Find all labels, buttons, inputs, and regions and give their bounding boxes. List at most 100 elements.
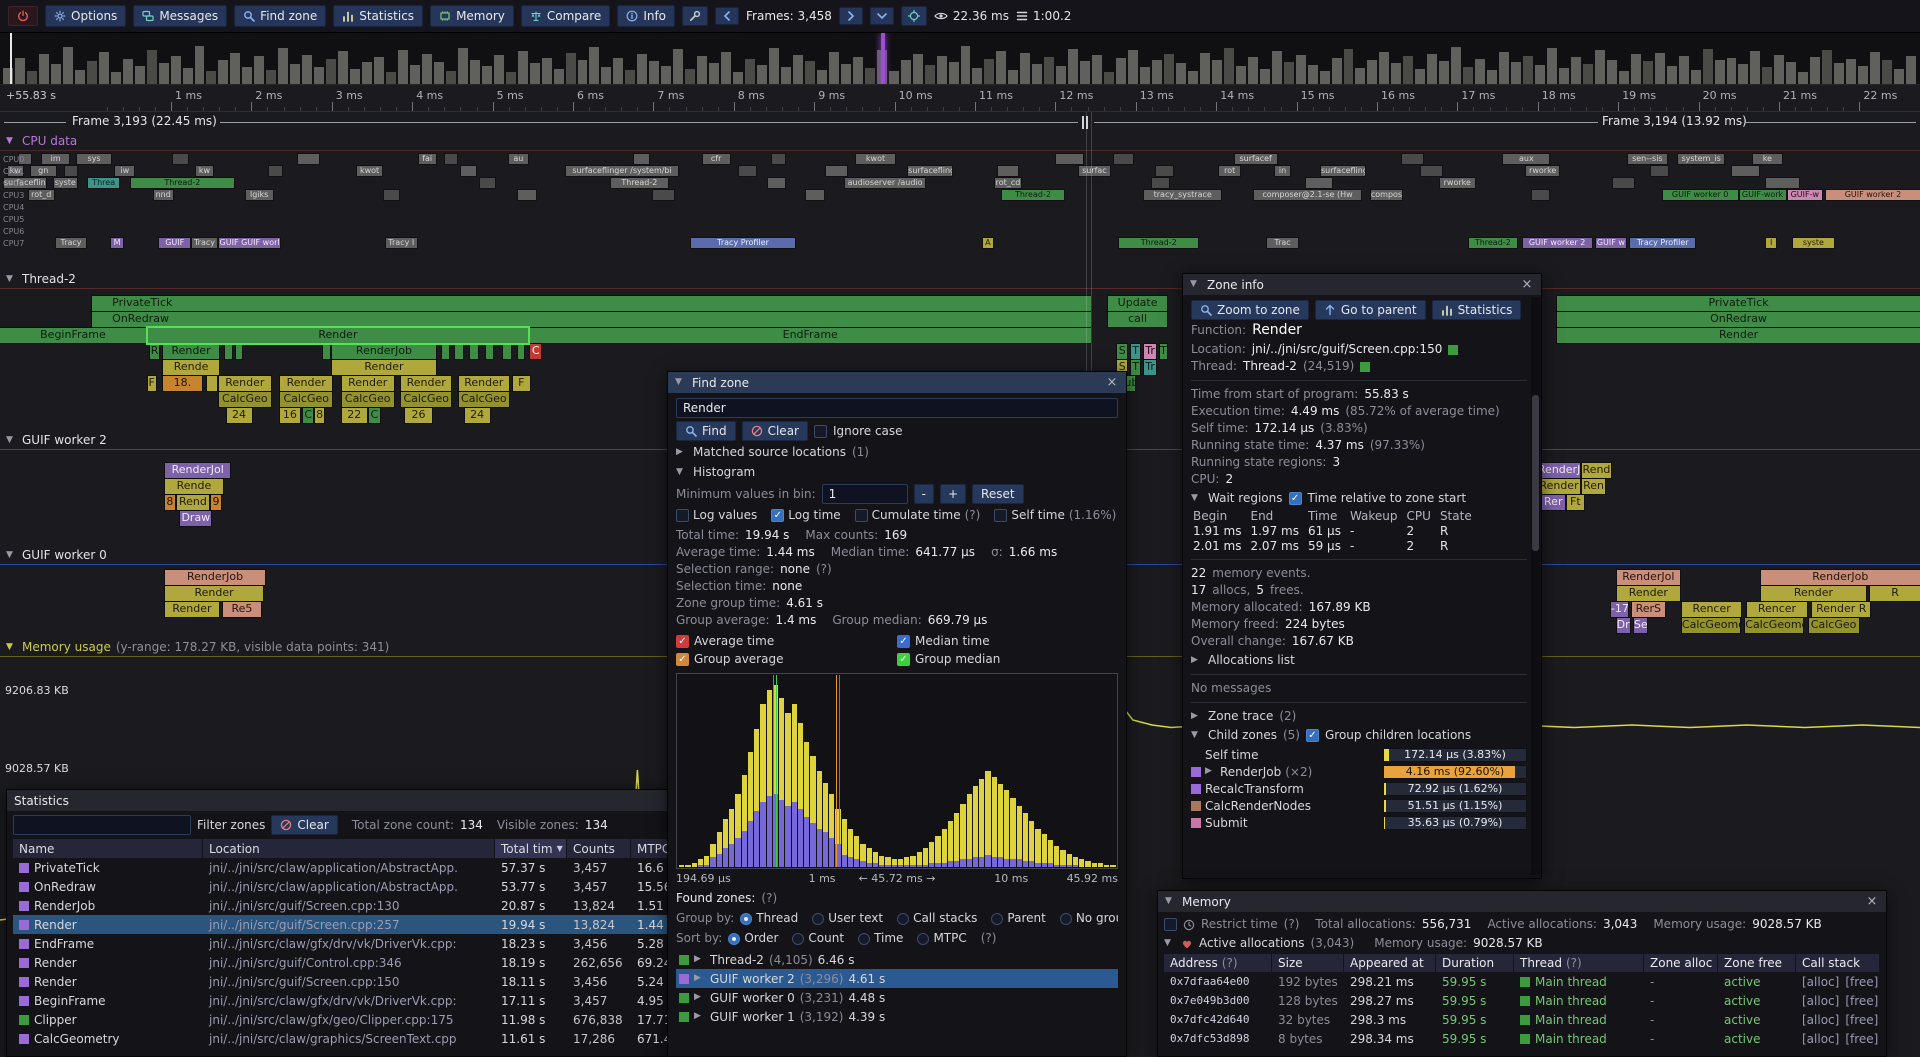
minimap-frame-bar[interactable] — [254, 56, 265, 84]
cpu-zone-bar[interactable]: in — [1273, 165, 1292, 177]
zone-bar[interactable]: RenderJol — [164, 462, 232, 479]
zone-bar[interactable]: Render — [1536, 478, 1582, 495]
minimap-frame-bar[interactable] — [62, 47, 73, 84]
zone-bar[interactable]: PrivateTick — [1556, 295, 1920, 312]
minimap-frame-bar[interactable] — [1199, 52, 1210, 84]
toolbar-button-messages[interactable]: Messages — [133, 5, 228, 27]
scrollbar-thumb[interactable] — [1532, 395, 1539, 552]
zone-bar[interactable]: 22 — [340, 407, 368, 424]
minimap-frame-bar[interactable] — [1032, 64, 1043, 84]
minimap-frame-bar[interactable] — [1870, 52, 1881, 84]
zone-bar[interactable]: 24 — [463, 407, 491, 424]
minimap-frame-bar[interactable] — [1810, 56, 1821, 84]
self-time-checkbox[interactable] — [994, 509, 1008, 522]
cpu-zone-bar[interactable] — [1150, 177, 1171, 189]
find-button[interactable]: Find — [676, 421, 736, 441]
minimap-frame-bar[interactable] — [1367, 60, 1378, 84]
child-zone-row[interactable]: RecalcTransform 72.92 µs (1.62%) — [1191, 780, 1527, 797]
cpu-zone-bar[interactable]: M — [110, 237, 124, 249]
cpu-zone-bar[interactable]: au — [507, 153, 529, 165]
minimap-frame-bar[interactable] — [1618, 70, 1629, 84]
minimap-frame-bar[interactable] — [1343, 49, 1354, 84]
minimap-frame-bar[interactable] — [1044, 57, 1055, 84]
column-header-appeared-at[interactable]: Appeared at — [1344, 954, 1436, 972]
minimap-frame-bar[interactable] — [1906, 55, 1916, 84]
minimap-frame-bar[interactable] — [577, 60, 588, 84]
minimap-frame-bar[interactable] — [1546, 48, 1557, 84]
cpu-zone-bar[interactable]: Thread-2 — [1118, 237, 1200, 249]
call-stacks-radio[interactable] — [897, 912, 910, 925]
thread-2-header[interactable]: Thread-2 — [6, 272, 76, 286]
cpu-zone-bar[interactable]: GUIF worker 2 — [1521, 237, 1593, 249]
cpu-zone-bar[interactable]: kw — [194, 165, 215, 177]
zone-bar[interactable]: Ft — [1565, 494, 1585, 511]
scrollbar[interactable] — [1531, 297, 1540, 875]
minimap-frame-bar[interactable] — [74, 69, 85, 84]
minimap-frame-bar[interactable] — [1175, 63, 1186, 84]
minimap-frame-bar[interactable] — [769, 48, 779, 84]
minimap-frame-bar[interactable] — [1247, 56, 1258, 84]
zone-bar[interactable] — [469, 343, 480, 360]
column-header-zone-free[interactable]: Zone free — [1718, 954, 1796, 972]
allocation-row[interactable]: 0x7e049b3d00 128 bytes 298.27 ms 59.95 s Mai… — [1170, 993, 1879, 1008]
zone-bar[interactable]: Render — [279, 375, 334, 392]
zone-bar[interactable] — [440, 343, 451, 360]
parent-radio[interactable] — [991, 912, 1004, 925]
minimap-frame-bar[interactable] — [816, 69, 827, 84]
zone-bar[interactable]: Ren — [1581, 478, 1607, 495]
column-header-zone-alloc[interactable]: Zone alloc — [1644, 954, 1718, 972]
minimap-frame-bar[interactable] — [601, 67, 612, 84]
zone-bar[interactable]: PrivateTick — [91, 295, 1092, 312]
cpu-zone-bar[interactable]: tracy_systrace — [1143, 189, 1223, 201]
zone-bar[interactable] — [517, 343, 526, 360]
group-children-checkbox[interactable] — [1305, 729, 1319, 742]
cpu-zone-bar[interactable] — [171, 153, 190, 165]
cpu-zone-bar[interactable] — [1400, 153, 1424, 165]
allocation-row[interactable]: 0x7dfc53d898 8 bytes 298.34 ms 59.95 s Main … — [1170, 1031, 1879, 1046]
minimap-frame-bar[interactable] — [409, 65, 420, 84]
minimap-frame-bar[interactable] — [1403, 56, 1414, 84]
cpu-zone-bar[interactable] — [517, 189, 537, 201]
minimap-frame-bar[interactable] — [122, 59, 133, 84]
cpu-zone-bar[interactable]: kw — [6, 165, 25, 177]
cpu-zone-bar[interactable]: lgiks — [244, 189, 274, 201]
mtpc-radio[interactable] — [917, 932, 930, 945]
minimap-frame-bar[interactable] — [362, 61, 373, 84]
zone-bar[interactable]: T — [1129, 343, 1142, 360]
cpu-zone-bar[interactable] — [1154, 165, 1175, 177]
zone-bar[interactable]: T — [1158, 343, 1169, 360]
zone-bar[interactable]: Render — [164, 585, 265, 602]
minimap-frame-bar[interactable] — [206, 71, 217, 84]
expand-arrow-icon[interactable] — [694, 1012, 705, 1021]
minimap-frame-bar[interactable] — [445, 70, 456, 84]
collapse-arrow-icon[interactable] — [1191, 494, 1202, 503]
cpu-zone-bar[interactable]: composer@2.1-se (Hw — [1252, 189, 1363, 201]
minimap-frame-bar[interactable] — [182, 68, 193, 84]
close-icon[interactable] — [1865, 894, 1879, 909]
stats-row[interactable]: OnRedraw jni/../jni/src/claw/application/… — [13, 877, 799, 896]
zone-bar[interactable]: C — [302, 407, 314, 424]
alloc-callstack-button[interactable]: [alloc] — [1802, 993, 1840, 1008]
zone-bar[interactable]: RenderJob — [1759, 569, 1920, 586]
cpu-zone-bar[interactable] — [632, 153, 650, 165]
minimap-frame-bar[interactable] — [1558, 68, 1569, 84]
cpu-zone-bar[interactable] — [1730, 165, 1760, 177]
user-text-radio[interactable] — [812, 912, 825, 925]
decrease-bin-button[interactable]: - — [913, 484, 934, 504]
minimap-frame-bar[interactable] — [1223, 47, 1234, 84]
zone-bar[interactable]: Sel — [1632, 617, 1649, 634]
minimap-frame-bar[interactable] — [661, 65, 672, 84]
cpu-zone-bar[interactable] — [478, 177, 497, 189]
cpu-zone-bar[interactable]: nnd — [152, 189, 174, 201]
minimap-frame-bar[interactable] — [374, 56, 384, 84]
minimap-frame-bar[interactable] — [996, 51, 1007, 84]
minimap-frame-bar[interactable] — [1582, 63, 1593, 84]
zone-bar[interactable]: CalcGeomet — [1744, 617, 1804, 634]
time-radio[interactable] — [858, 932, 871, 945]
zone-bar[interactable]: F — [511, 375, 531, 392]
minimap-frame-bar[interactable] — [1319, 71, 1330, 84]
stats-row[interactable]: Render jni/../jni/src/guif/Screen.cpp:150… — [13, 972, 799, 991]
cpu-zone-bar[interactable] — [1419, 165, 1443, 177]
cpu-zone-bar[interactable]: Thread-2 — [129, 177, 236, 189]
minimap-frame-bar[interactable] — [218, 60, 229, 84]
